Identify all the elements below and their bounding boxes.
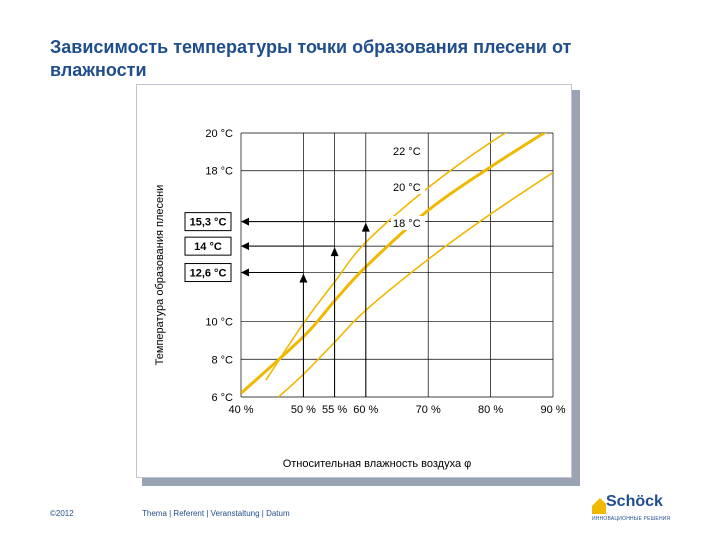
x-tick-label: 90 %: [540, 404, 565, 416]
footer-meta: Thema | Referent | Veranstaltung | Datum: [142, 509, 290, 518]
marker-up-arrowhead: [330, 247, 339, 257]
markers: 12,6 °C 14 °C 15,3 °C: [184, 212, 370, 397]
slide-title: Зависимость температуры точки образовани…: [50, 37, 572, 80]
x-tick-label: 80 %: [478, 404, 503, 416]
x-tick-label: 70 %: [416, 404, 441, 416]
series-label: 22 °C: [393, 146, 421, 158]
y-tick-label: 20 °C: [205, 128, 233, 140]
y-axis-title: Температура образования плесени: [154, 185, 166, 366]
x-tick-label: 50 %: [291, 404, 316, 416]
series-label-bg: [391, 216, 425, 230]
marker-left-arrowhead: [241, 217, 249, 226]
series-label-bg: [391, 180, 425, 194]
marker-label: 12,6 °C: [190, 268, 227, 280]
series-label: 18 °C: [393, 218, 421, 230]
marker-label-box: [184, 263, 232, 283]
y-tick-label: 18 °C: [205, 166, 233, 178]
logo-wordmark: Schöck: [606, 493, 663, 510]
grid: [240, 132, 554, 398]
marker-label-box: [184, 212, 232, 232]
y-tick-label: 6 °C: [211, 392, 233, 404]
series-curve: [241, 133, 547, 395]
x-tick-label: 60 %: [353, 404, 378, 416]
marker-up-arrowhead: [299, 273, 308, 283]
schoeck-logo: Schöck ИННОВАЦИОННЫЕ РЕШЕНИЯ: [590, 492, 700, 528]
series-label-bg: [391, 144, 425, 158]
schoeck-house-icon: [592, 498, 606, 514]
marker-label: 14 °C: [194, 241, 222, 253]
chart-figure: 12,6 °C 14 °C 15,3 °C 6 °C 8 °C 10 °C 18 °C 20…: [136, 84, 572, 478]
marker-left-arrowhead: [241, 268, 249, 277]
logo-tagline: ИННОВАЦИОННЫЕ РЕШЕНИЯ: [592, 516, 671, 522]
labels: 6 °C 8 °C 10 °C 18 °C 20 °C 40 % 50 % 55 % 60 % 7…: [205, 128, 565, 416]
mold-temperature-chart: 12,6 °C 14 °C 15,3 °C 6 °C 8 °C 10 °C 18 °C 20…: [154, 128, 566, 470]
marker-label: 15,3 °C: [190, 217, 227, 229]
marker-label-box: [184, 236, 232, 256]
y-tick-label: 10 °C: [205, 317, 233, 329]
footer-copyright: ©2012: [50, 509, 74, 518]
x-axis-title: Относительная влажность воздуха φ: [283, 458, 472, 470]
y-tick-label: 8 °C: [211, 354, 233, 366]
marker-left-arrowhead: [241, 242, 249, 251]
marker-up-arrowhead: [361, 222, 370, 232]
series-label: 20 °C: [393, 182, 421, 194]
x-tick-label: 40 %: [228, 404, 253, 416]
series-curve: [277, 171, 553, 397]
x-tick-label: 55 %: [322, 404, 347, 416]
